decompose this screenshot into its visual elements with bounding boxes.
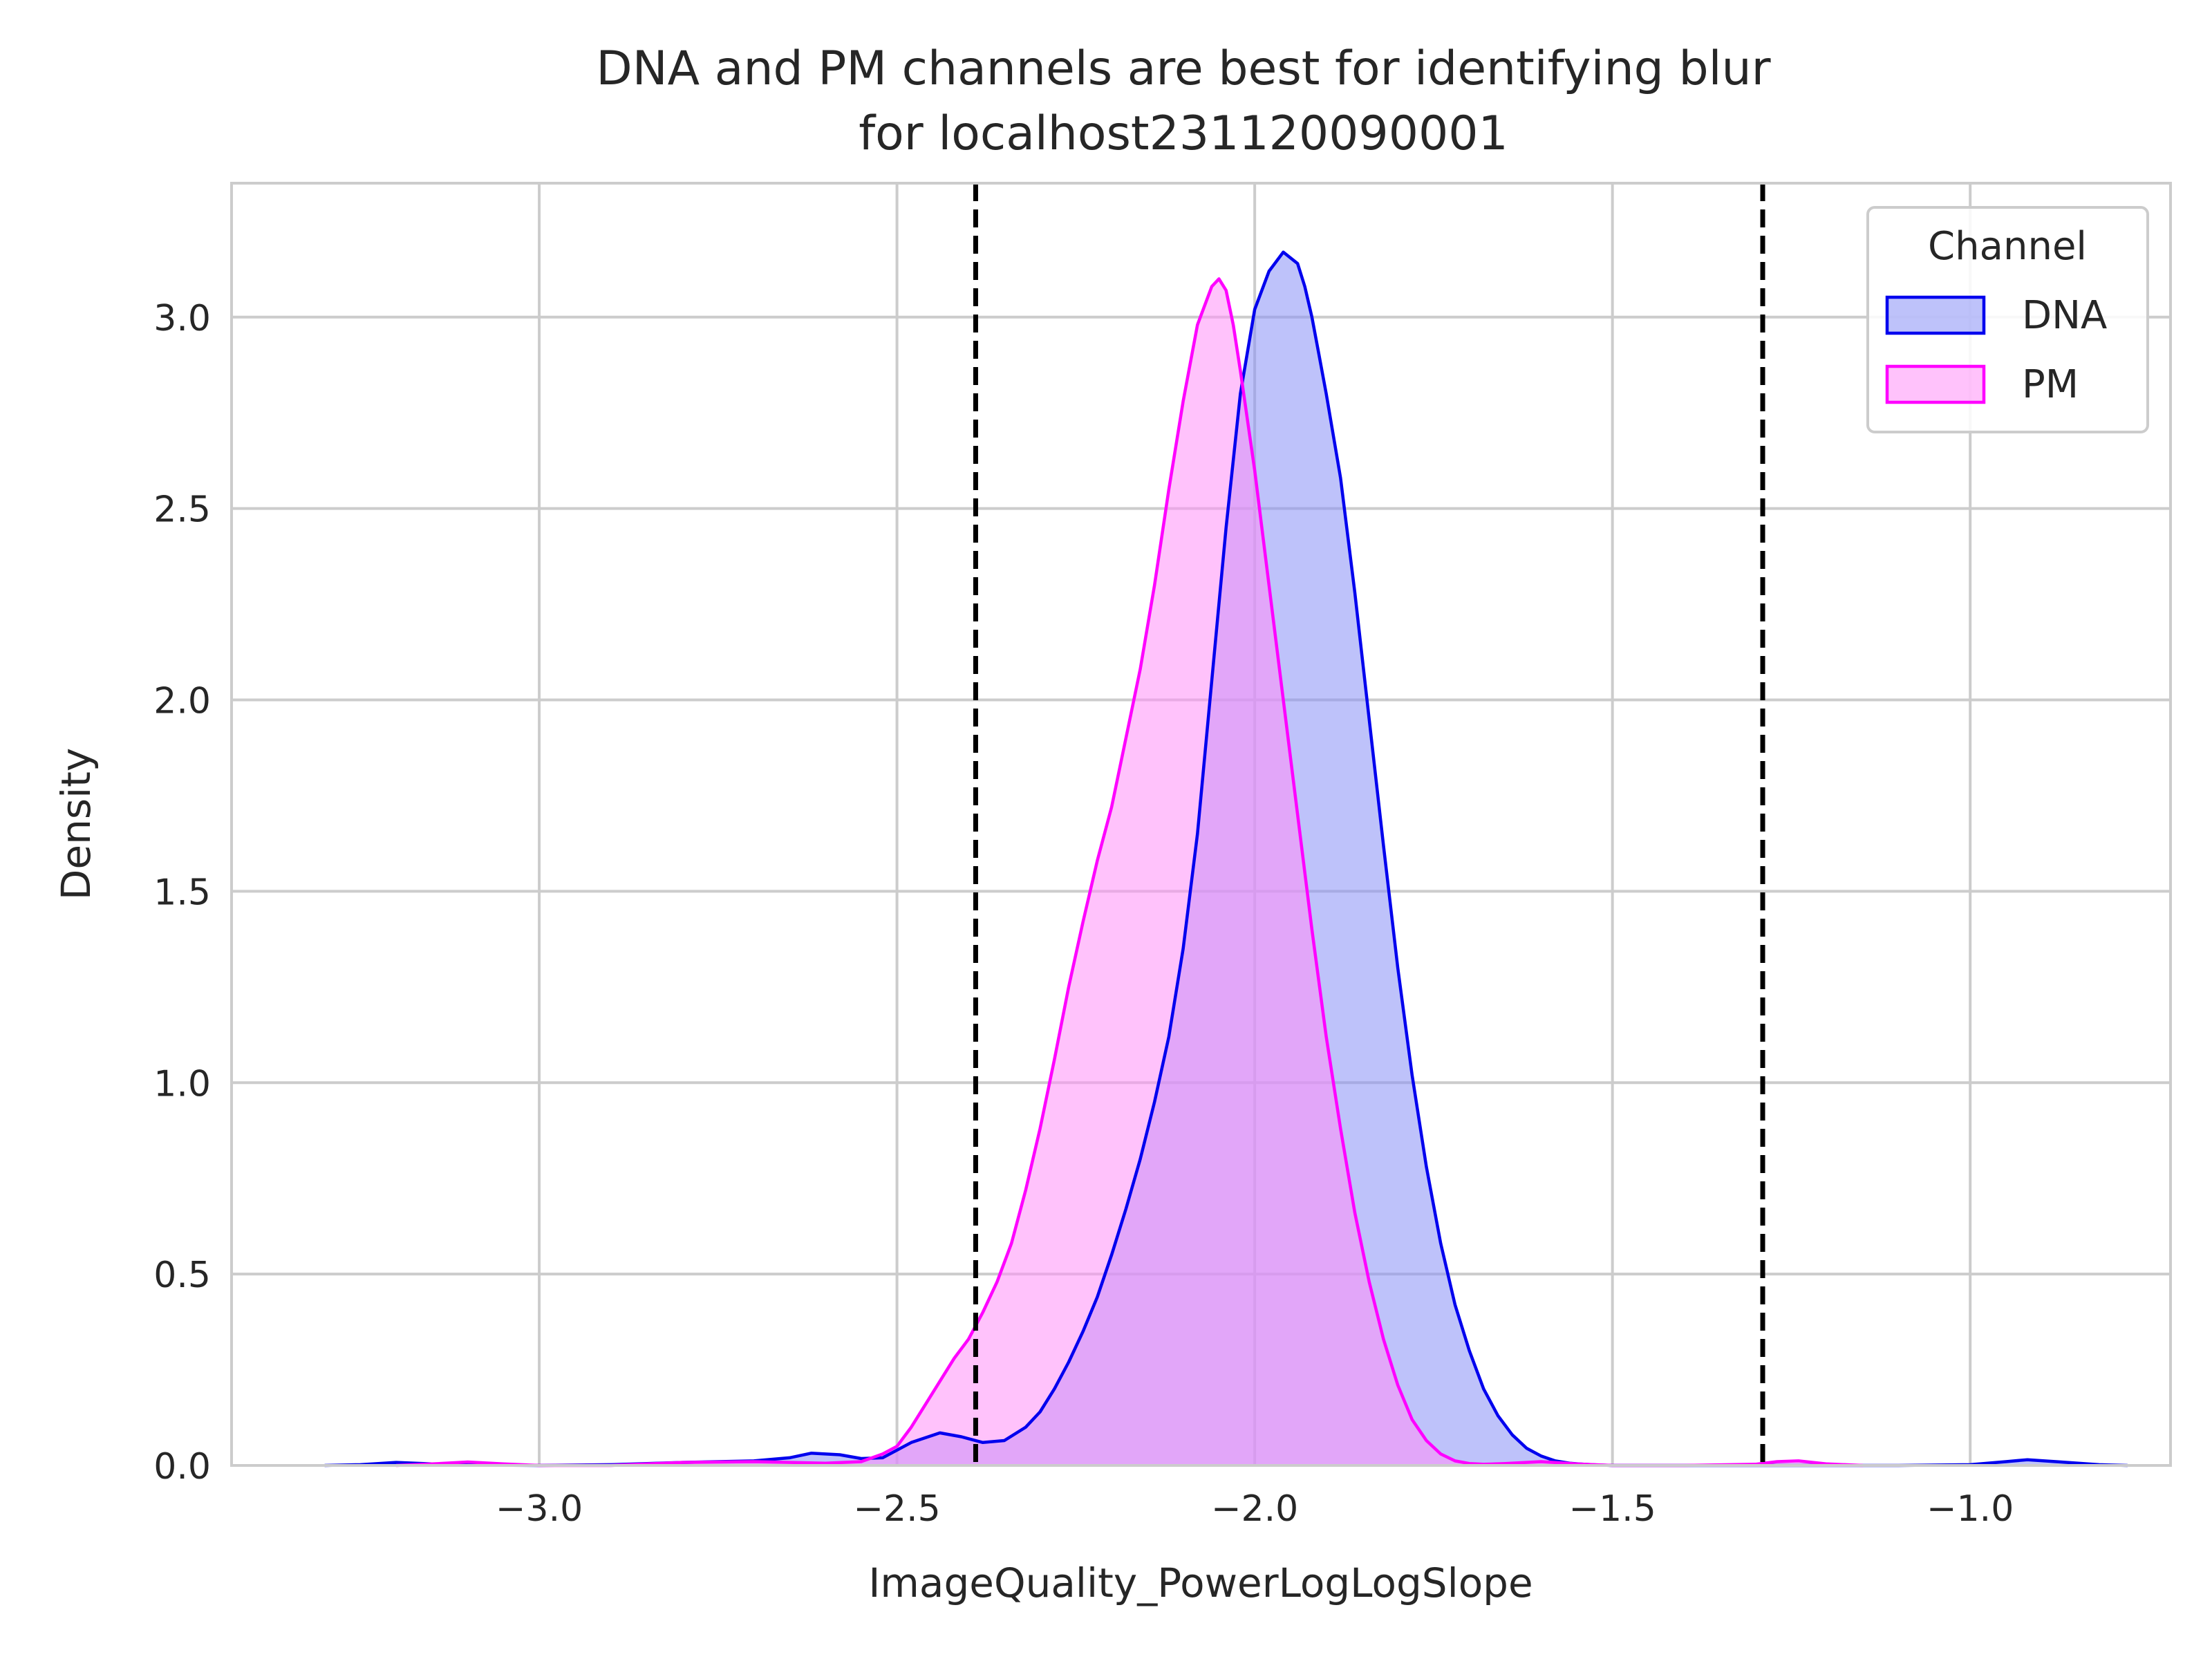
legend-label-pm: PM <box>2022 362 2079 407</box>
x-tick-label-1: −2.5 <box>853 1488 940 1530</box>
x-tick-label-4: −1.0 <box>1927 1488 2014 1530</box>
legend-title: Channel <box>1928 224 2087 269</box>
legend-label-dna: DNA <box>2022 293 2107 338</box>
y-tick-label-0: 0.0 <box>153 1446 211 1488</box>
x-axis-label: ImageQuality_PowerLogLogSlope <box>868 1559 1533 1606</box>
y-tick-label-4: 2.0 <box>153 681 211 722</box>
y-axis-label: Density <box>53 748 100 901</box>
y-tick-label-5: 2.5 <box>153 489 211 531</box>
legend-swatch-pm <box>1885 364 1986 404</box>
series-fills <box>324 252 2128 1466</box>
chart-title-line-1: DNA and PM channels are best for identif… <box>596 41 1770 96</box>
x-tick-label-0: −3.0 <box>496 1488 583 1530</box>
x-tick-label-2: −2.0 <box>1211 1488 1298 1530</box>
y-tick-label-1: 0.5 <box>153 1255 211 1296</box>
series-fill-pm <box>396 279 1863 1465</box>
series-line-pm <box>396 277 1863 1468</box>
legend-swatch-dna <box>1885 295 1986 335</box>
y-axis: 0.0 0.5 1.0 1.5 2.0 2.5 3.0 <box>153 298 211 1488</box>
x-tick-label-3: −1.5 <box>1569 1488 1656 1530</box>
plot-frame <box>230 182 2172 1467</box>
threshold-lines <box>973 183 1765 1465</box>
x-axis: −3.0 −2.5 −2.0 −1.5 −1.0 <box>496 1488 2014 1530</box>
y-tick-label-3: 1.5 <box>153 872 211 913</box>
y-tick-label-6: 3.0 <box>153 298 211 339</box>
chart-title-line-2: for localhost231120090001 <box>859 106 1508 161</box>
y-tick-label-2: 1.0 <box>153 1063 211 1105</box>
legend: Channel DNA PM <box>1866 206 2149 433</box>
